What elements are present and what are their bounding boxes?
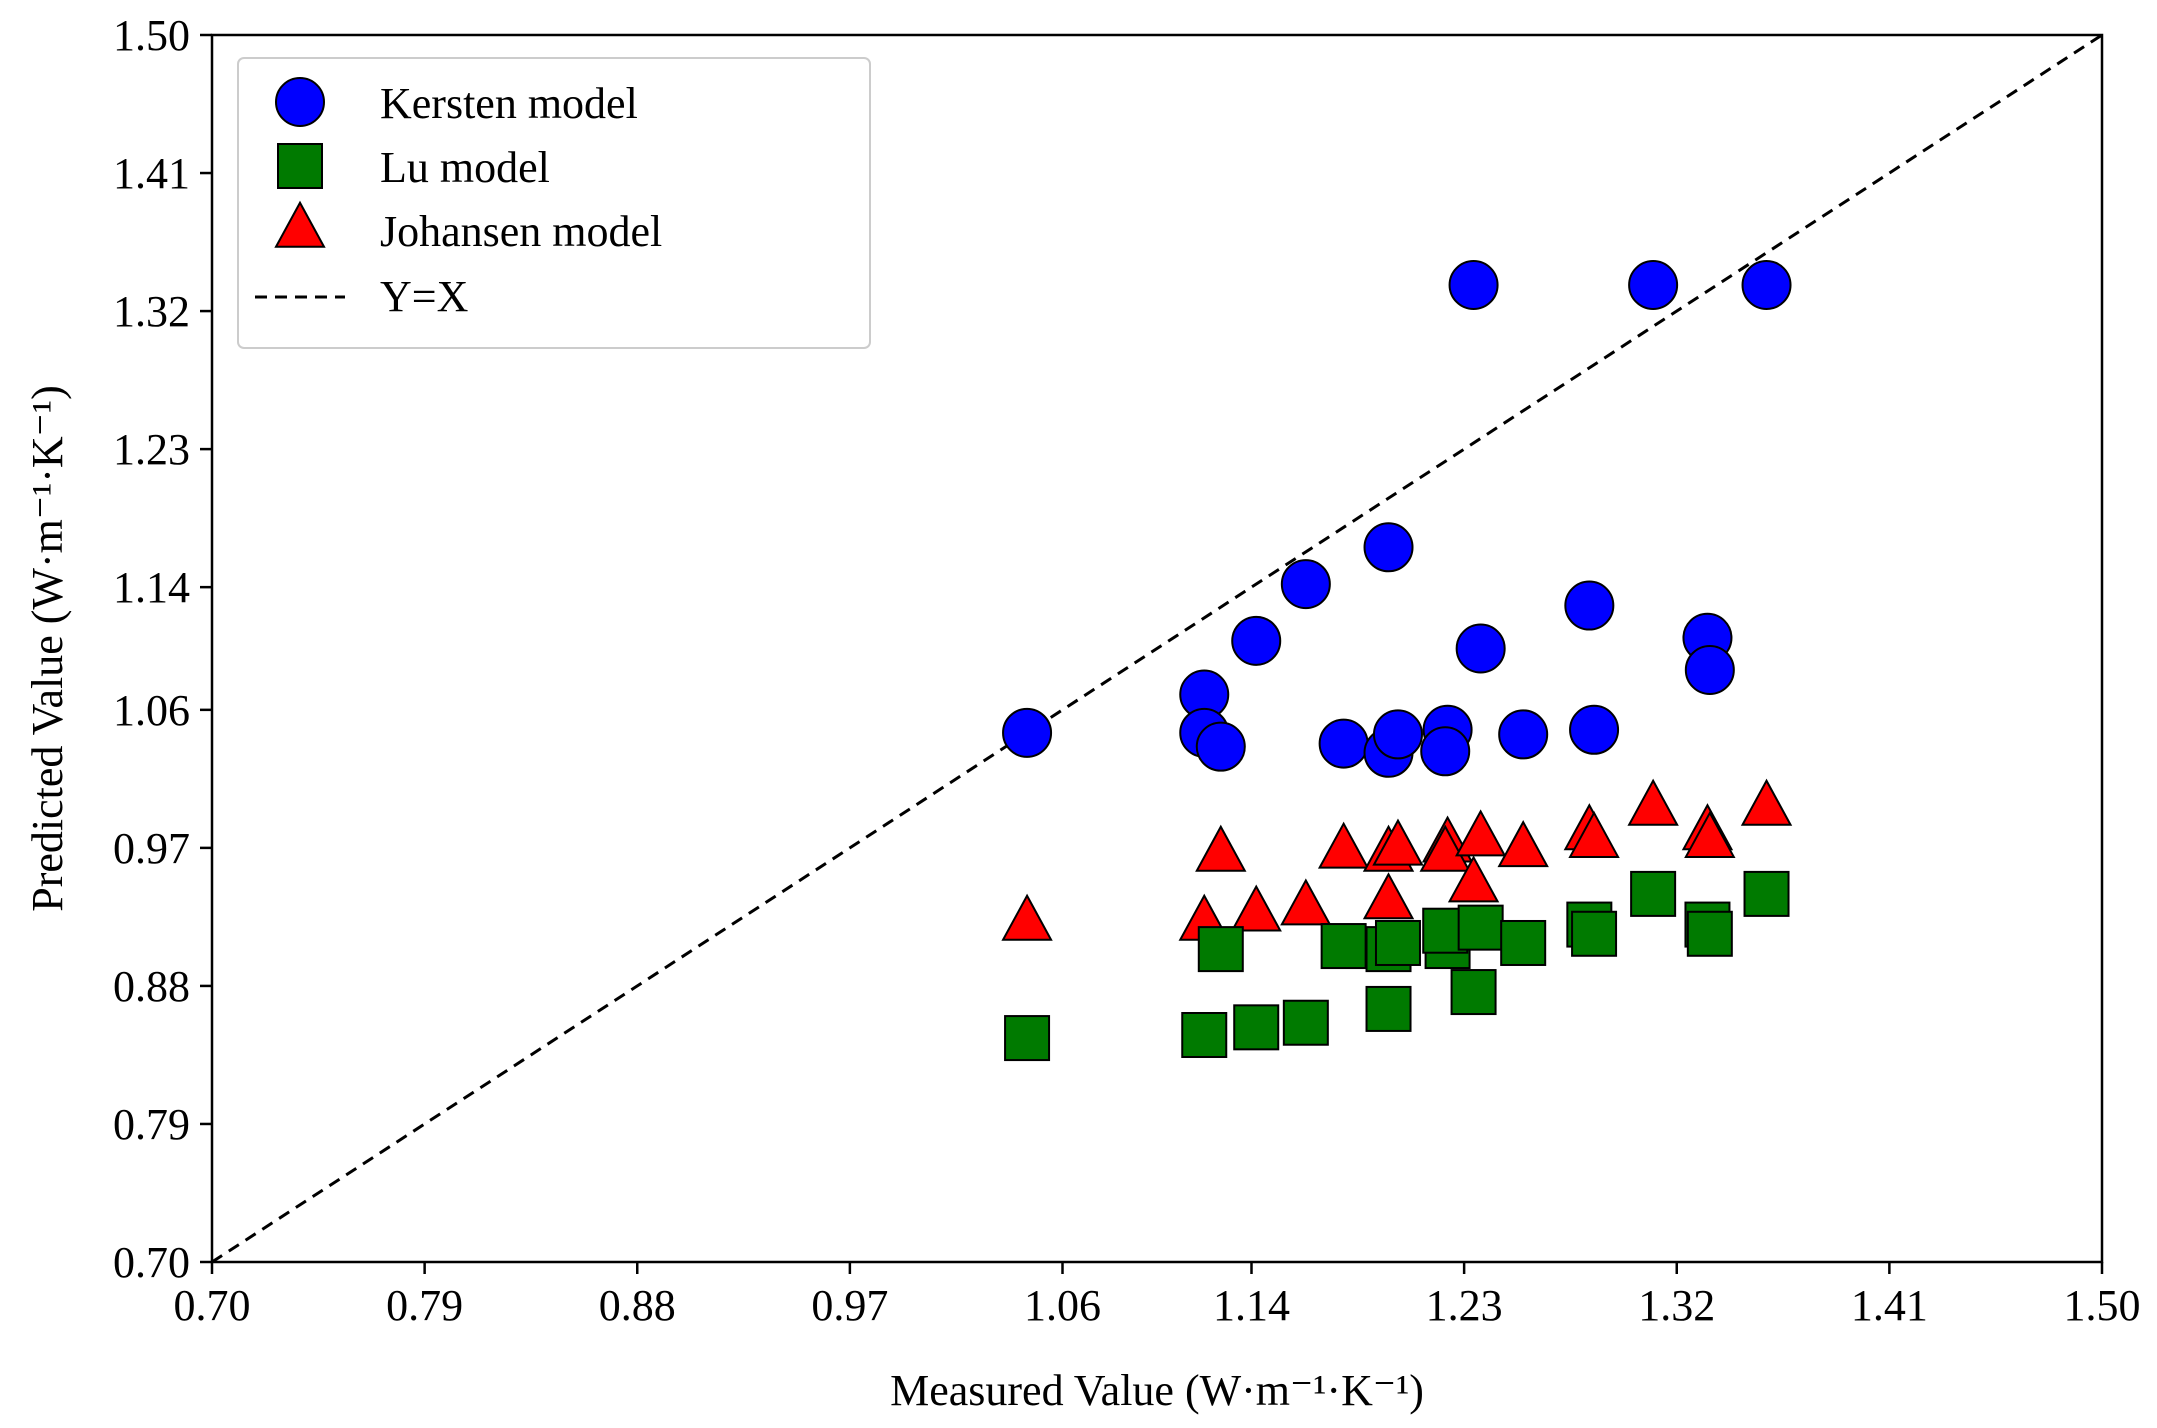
- kersten-point: [1455, 623, 1506, 674]
- kersten-point: [1628, 260, 1679, 311]
- legend-box: [237, 57, 871, 349]
- lu-point: [1004, 1015, 1051, 1062]
- kersten-point: [1372, 709, 1423, 760]
- johansen-point: [1419, 824, 1471, 872]
- x-axis-label: Measured Value (W·m⁻¹·K⁻¹): [890, 1366, 1424, 1415]
- johansen-point: [1280, 878, 1332, 926]
- lu-point: [1743, 870, 1790, 917]
- legend-marker-kersten: [275, 77, 325, 127]
- johansen-point: [1372, 818, 1424, 866]
- lu-point: [1630, 870, 1677, 917]
- x-tick-label: 1.23: [1426, 1281, 1503, 1330]
- johansen-point: [1230, 884, 1282, 932]
- y-axis-label: Predicted Value (W·m⁻¹·K⁻¹): [23, 385, 72, 912]
- kersten-point: [1564, 580, 1615, 631]
- legend-marker-johansen: [274, 200, 326, 248]
- kersten-point: [1498, 709, 1549, 760]
- legend-label-kersten: Kersten model: [380, 79, 638, 128]
- legend-label-johansen: Johansen model: [380, 207, 662, 256]
- lu-point: [1571, 910, 1618, 957]
- lu-point: [1686, 910, 1733, 957]
- axis-ticks: 0.70 0.79 0.88 0.97 1.06 1.14 1.23 1.32 1.41 1.50…: [113, 11, 2141, 1330]
- johansen-point: [1447, 855, 1500, 903]
- x-tick-label: 1.50: [2064, 1281, 2141, 1330]
- johansen-point: [1684, 810, 1736, 858]
- johansen-point: [1195, 824, 1247, 872]
- lu-point: [1181, 1012, 1228, 1059]
- x-tick-label: 1.14: [1213, 1281, 1290, 1330]
- y-tick-label: 1.32: [113, 287, 190, 336]
- y-tick-label: 0.70: [113, 1238, 190, 1287]
- lu-point: [1233, 1004, 1280, 1051]
- legend-label-lu: Lu model: [380, 143, 550, 192]
- kersten-point: [1420, 726, 1471, 777]
- johansen-point: [1454, 809, 1507, 857]
- x-tick-label: 0.97: [811, 1281, 888, 1330]
- y-tick-label: 1.50: [113, 11, 190, 60]
- x-tick-label: 0.70: [174, 1281, 251, 1330]
- y-tick-label: 0.97: [113, 824, 190, 873]
- johansen-point: [1001, 893, 1053, 941]
- johansen-point: [1568, 810, 1620, 858]
- lu-point: [1374, 919, 1421, 966]
- kersten-point: [1448, 260, 1499, 311]
- kersten-point: [1002, 707, 1053, 758]
- kersten-point: [1569, 704, 1620, 755]
- plot-frame: [210, 33, 2104, 1264]
- johansen-point: [1497, 820, 1549, 868]
- x-tick-label: 1.32: [1638, 1281, 1715, 1330]
- y-tick-label: 1.23: [113, 425, 190, 474]
- x-tick-label: 0.79: [386, 1281, 463, 1330]
- y-tick-label: 1.14: [113, 563, 190, 612]
- kersten-point: [1280, 559, 1331, 610]
- data-points: [1001, 260, 1793, 1062]
- kersten-point: [1195, 721, 1246, 772]
- legend-markers: [274, 77, 326, 248]
- x-tick-label: 1.06: [1024, 1281, 1101, 1330]
- lu-point: [1365, 985, 1412, 1032]
- y-tick-label: 0.79: [113, 1100, 190, 1149]
- x-tick-label: 1.41: [1851, 1281, 1928, 1330]
- legend-marker-lu: [277, 143, 323, 189]
- kersten-point: [1684, 644, 1735, 695]
- legend: Kersten model Lu model Johansen model Y=…: [237, 57, 871, 349]
- x-tick-label: 0.88: [599, 1281, 676, 1330]
- johansen-point: [1362, 872, 1415, 920]
- y-tick-label: 1.41: [113, 149, 190, 198]
- reference-line-y-equals-x: [211, 33, 2103, 1264]
- johansen-point: [1740, 778, 1793, 826]
- lu-point: [1197, 926, 1244, 973]
- johansen-point: [1627, 778, 1679, 826]
- reference-line-layer: [211, 33, 2103, 1264]
- kersten-point: [1231, 615, 1282, 666]
- lu-point: [1500, 919, 1547, 966]
- kersten-point: [1318, 718, 1369, 769]
- lu-point: [1450, 969, 1497, 1016]
- lu-point: [1320, 923, 1367, 970]
- y-tick-label: 1.06: [113, 686, 190, 735]
- kersten-point: [1741, 260, 1792, 311]
- lu-point: [1282, 999, 1329, 1046]
- johansen-point: [1317, 821, 1370, 869]
- lu-point: [1457, 904, 1504, 951]
- legend-label-reference: Y=X: [380, 272, 468, 321]
- y-tick-label: 0.88: [113, 962, 190, 1011]
- kersten-point: [1363, 522, 1414, 573]
